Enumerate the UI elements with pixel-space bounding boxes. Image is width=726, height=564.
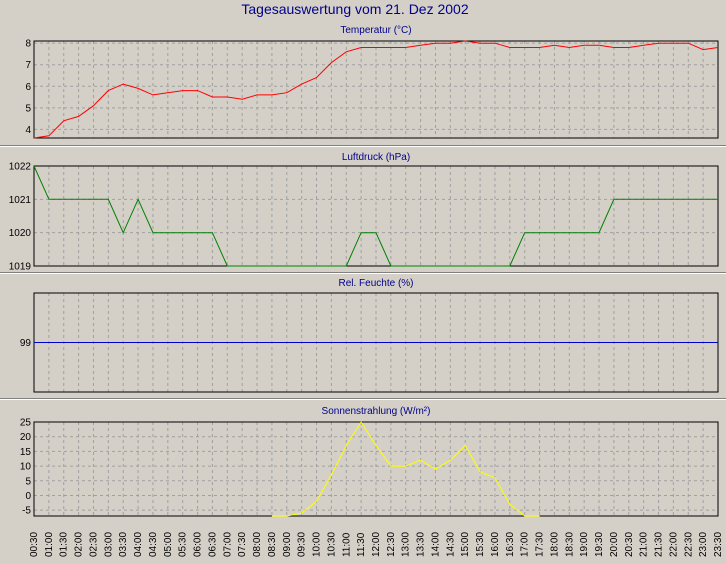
x-tick-label: 04:30: [148, 532, 159, 557]
x-tick-label: 13:30: [416, 532, 427, 557]
panel-separator: [0, 398, 726, 400]
panel-separator: [0, 272, 726, 274]
x-tick-label: 05:30: [178, 532, 189, 557]
x-tick-label: 01:30: [59, 532, 70, 557]
y-tick-label: 1020: [9, 228, 32, 239]
x-tick-label: 22:00: [668, 532, 679, 557]
x-tick-label: 04:00: [133, 532, 144, 557]
plot-frame: [33, 40, 719, 139]
x-tick-label: 17:00: [520, 532, 531, 557]
x-tick-label: 14:30: [445, 532, 456, 557]
x-tick-label: 09:00: [282, 532, 293, 557]
x-tick-label: 12:30: [386, 532, 397, 557]
y-tick-label: 10: [20, 462, 32, 473]
x-tick-label: 23:00: [698, 532, 709, 557]
x-tick-label: 21:30: [654, 532, 665, 557]
x-tick-label: 15:00: [460, 532, 471, 557]
x-tick-label: 19:30: [594, 532, 605, 557]
x-tick-label: 10:30: [326, 532, 337, 557]
x-tick-label: 05:00: [163, 532, 174, 557]
x-tick-label: 07:30: [237, 532, 248, 557]
y-tick-label: 6: [25, 82, 31, 93]
chart-panel: Sonnenstrahlung (W/m²) -5 0 5 10 15 20 25: [20, 406, 719, 517]
x-tick-label: 00:30: [29, 532, 40, 557]
x-tick-label: 20:00: [609, 532, 620, 557]
chart-title: Temperatur (°C): [340, 25, 411, 36]
panel-separator: [0, 145, 726, 147]
x-tick-label: 10:00: [312, 532, 323, 557]
x-tick-label: 08:30: [267, 532, 278, 557]
x-tick-label: 08:00: [252, 532, 263, 557]
y-tick-label: 0: [25, 491, 31, 502]
x-tick-label: 01:00: [44, 532, 55, 557]
page-title: Tagesauswertung vom 21. Dez 2002: [241, 1, 469, 17]
x-tick-label: 17:30: [535, 532, 546, 557]
y-tick-label: 4: [25, 125, 31, 136]
y-tick-label: 1021: [9, 195, 32, 206]
x-tick-label: 02:00: [74, 532, 85, 557]
x-tick-label: 16:00: [490, 532, 501, 557]
y-tick-label: 1019: [9, 262, 32, 273]
chart-panel: Luftdruck (hPa) 1019 1020 1021 1022: [9, 152, 719, 273]
x-tick-label: 11:00: [341, 532, 352, 557]
x-tick-label: 16:30: [505, 532, 516, 557]
x-tick-label: 23:30: [713, 532, 724, 557]
x-tick-label: 12:00: [371, 532, 382, 557]
x-tick-label: 18:30: [564, 532, 575, 557]
y-tick-label: 15: [20, 447, 32, 458]
series-line: [271, 421, 540, 517]
x-tick-label: 03:00: [103, 532, 114, 557]
x-tick-label: 13:00: [401, 532, 412, 557]
series-line: [33, 165, 718, 267]
y-tick-label: 5: [25, 476, 31, 487]
x-tick-label: 22:30: [683, 532, 694, 557]
x-tick-label: 15:30: [475, 532, 486, 557]
x-tick-label: 06:00: [193, 532, 204, 557]
plot-frame: [33, 165, 719, 267]
plot-frame: [33, 421, 719, 517]
y-tick-label: 7: [25, 60, 31, 71]
chart-title: Luftdruck (hPa): [342, 152, 410, 163]
y-tick-label: 5: [25, 103, 31, 114]
x-tick-label: 02:30: [88, 532, 99, 557]
x-tick-label: 21:00: [639, 532, 650, 557]
chart-panel: Temperatur (°C) 4 5 6 7 8: [25, 25, 719, 139]
x-tick-label: 14:00: [430, 532, 441, 557]
x-axis: 00:30 01:00 01:30 02:00 02:30 03:00 03:30 04:00…: [29, 532, 724, 557]
x-tick-label: 07:00: [222, 532, 233, 557]
y-tick-label: 25: [20, 418, 32, 429]
series-line: [33, 40, 719, 139]
chart-title: Sonnenstrahlung (W/m²): [322, 406, 431, 417]
y-tick-label: 99: [20, 338, 32, 349]
y-tick-label: -5: [22, 506, 31, 517]
y-tick-label: 8: [25, 39, 31, 50]
x-tick-label: 11:30: [356, 532, 367, 557]
chart-title: Rel. Feuchte (%): [338, 278, 413, 289]
x-tick-label: 03:30: [118, 532, 129, 557]
x-tick-label: 18:00: [549, 532, 560, 557]
x-tick-label: 06:30: [207, 532, 218, 557]
x-tick-label: 20:30: [624, 532, 635, 557]
chart-panel: Rel. Feuchte (%) 99: [20, 278, 719, 393]
x-tick-label: 19:00: [579, 532, 590, 557]
y-tick-label: 20: [20, 432, 32, 443]
x-tick-label: 09:30: [297, 532, 308, 557]
y-tick-label: 1022: [9, 162, 32, 173]
